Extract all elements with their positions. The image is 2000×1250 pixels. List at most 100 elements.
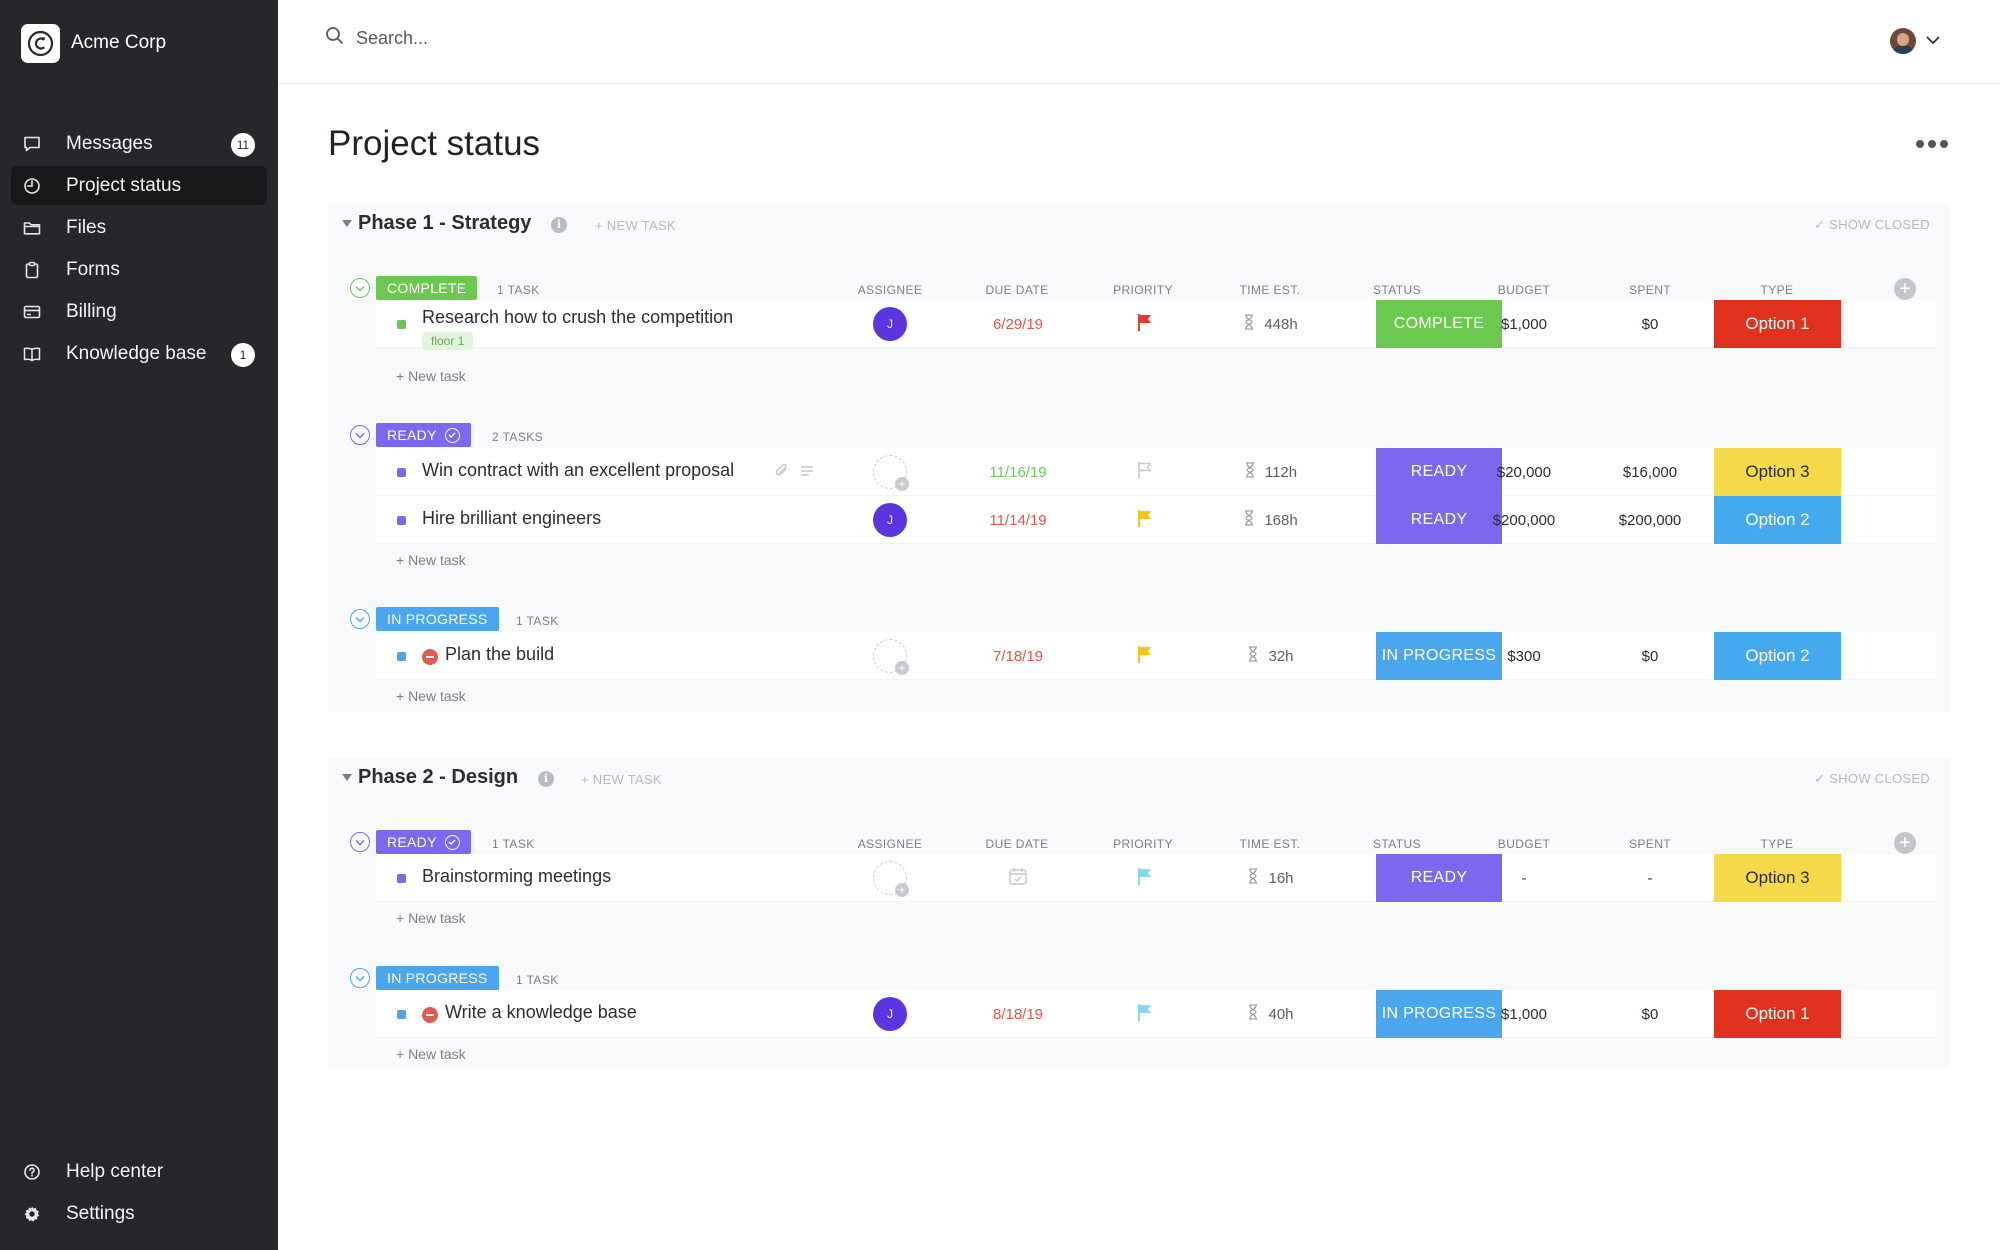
new-task-button[interactable]: + New task <box>396 910 466 926</box>
add-assignee-icon[interactable]: + <box>873 639 909 675</box>
time-estimate[interactable]: 112h <box>1211 448 1331 496</box>
due-date[interactable]: 11/14/19 <box>989 511 1047 529</box>
task-name[interactable]: Brainstorming meetings <box>422 866 612 886</box>
assignee-avatar[interactable]: J <box>873 997 907 1031</box>
status-cell[interactable]: IN PROGRESS <box>1376 632 1502 680</box>
show-closed-toggle[interactable]: ✓ SHOW CLOSED <box>1814 217 1930 233</box>
new-task-button[interactable]: + New task <box>396 552 466 568</box>
type-cell[interactable]: Option 2 <box>1714 496 1841 544</box>
column-header-time-est[interactable]: TIME EST. <box>1239 283 1301 297</box>
time-estimate[interactable]: 448h <box>1211 300 1331 348</box>
task-name[interactable]: Win contract with an excellent proposal <box>422 460 735 480</box>
type-cell[interactable]: Option 2 <box>1714 632 1841 680</box>
time-estimate[interactable]: 32h <box>1211 632 1331 680</box>
status-cell[interactable]: COMPLETE <box>1376 300 1502 348</box>
budget-value[interactable]: $300 <box>1507 647 1541 665</box>
sidebar-item-help-center[interactable]: Help center <box>11 1152 267 1191</box>
spent-value[interactable]: $0 <box>1641 1005 1659 1023</box>
column-header-type[interactable]: TYPE <box>1760 283 1794 297</box>
budget-value[interactable]: $200,000 <box>1492 511 1556 529</box>
spent-value[interactable]: $200,000 <box>1618 511 1682 529</box>
group-collapse-icon[interactable] <box>350 968 370 988</box>
type-cell[interactable]: Option 1 <box>1714 990 1841 1038</box>
status-cell[interactable]: READY <box>1376 854 1502 902</box>
time-estimate[interactable]: 16h <box>1211 854 1331 902</box>
sidebar-item-messages[interactable]: Messages 11 <box>11 124 267 163</box>
chevron-down-icon[interactable] <box>1926 32 1940 50</box>
status-pill[interactable]: COMPLETE <box>376 276 478 300</box>
spent-value[interactable]: $16,000 <box>1622 463 1678 481</box>
budget-value[interactable]: - <box>1521 869 1527 887</box>
time-estimate[interactable]: 168h <box>1211 496 1331 544</box>
status-dot[interactable] <box>397 874 406 883</box>
new-task-button[interactable]: + New task <box>396 368 466 384</box>
search-input[interactable] <box>356 27 756 49</box>
status-pill[interactable]: IN PROGRESS <box>376 966 499 990</box>
task-tag[interactable]: floor 1 <box>422 332 474 350</box>
status-cell[interactable]: IN PROGRESS <box>1376 990 1502 1038</box>
status-pill[interactable]: READY <box>376 830 471 854</box>
column-header-assignee[interactable]: ASSIGNEE <box>857 837 923 851</box>
column-header-status[interactable]: STATUS <box>1373 837 1421 851</box>
table-row[interactable]: Hire brilliant engineers J 11/14/19 168h… <box>376 496 1936 544</box>
avatar[interactable] <box>1890 28 1916 54</box>
column-header-time-est[interactable]: TIME EST. <box>1239 837 1301 851</box>
group-collapse-icon[interactable] <box>350 425 370 445</box>
status-pill[interactable]: IN PROGRESS <box>376 607 499 631</box>
budget-value[interactable]: $1,000 <box>1501 315 1547 333</box>
column-header-priority[interactable]: PRIORITY <box>1113 283 1173 297</box>
due-date[interactable]: 8/18/19 <box>992 1005 1044 1023</box>
priority-cell[interactable] <box>1085 990 1205 1038</box>
task-name[interactable]: Hire brilliant engineers <box>422 508 602 528</box>
time-estimate[interactable]: 40h <box>1211 990 1331 1038</box>
sidebar-item-forms[interactable]: Forms <box>11 250 267 289</box>
sidebar-item-project-status[interactable]: Project status <box>11 166 267 205</box>
add-assignee-icon[interactable]: + <box>873 861 909 897</box>
due-date[interactable]: 7/18/19 <box>992 647 1044 665</box>
info-icon[interactable]: i <box>538 771 554 787</box>
status-dot[interactable] <box>397 652 406 661</box>
attachment-icon[interactable] <box>774 463 790 483</box>
sidebar-item-billing[interactable]: Billing <box>11 292 267 331</box>
sidebar-item-settings[interactable]: Settings <box>11 1194 267 1233</box>
type-cell[interactable]: Option 3 <box>1714 448 1841 496</box>
column-header-due-date[interactable]: DUE DATE <box>985 837 1049 851</box>
status-dot[interactable] <box>397 468 406 477</box>
column-header-budget[interactable]: BUDGET <box>1497 283 1551 297</box>
column-header-status[interactable]: STATUS <box>1373 283 1421 297</box>
add-column-icon[interactable]: + <box>1894 832 1916 854</box>
info-icon[interactable]: i <box>551 217 567 233</box>
priority-cell[interactable] <box>1085 300 1205 348</box>
column-header-assignee[interactable]: ASSIGNEE <box>857 283 923 297</box>
add-column-icon[interactable]: + <box>1894 278 1916 300</box>
status-dot[interactable] <box>397 1010 406 1019</box>
priority-cell[interactable] <box>1085 496 1205 544</box>
status-dot[interactable] <box>397 516 406 525</box>
budget-value[interactable]: $1,000 <box>1501 1005 1547 1023</box>
due-date[interactable]: 6/29/19 <box>992 315 1044 333</box>
brand[interactable]: Acme Corp <box>21 23 166 63</box>
group-collapse-icon[interactable] <box>350 278 370 298</box>
status-pill[interactable]: READY <box>376 423 471 447</box>
task-name[interactable]: Plan the build <box>445 644 555 664</box>
description-icon[interactable] <box>800 464 814 483</box>
column-header-priority[interactable]: PRIORITY <box>1113 837 1173 851</box>
task-name[interactable]: Write a knowledge base <box>445 1002 637 1022</box>
status-cell[interactable]: READY <box>1376 496 1502 544</box>
table-row[interactable]: Plan the build + 7/18/19 32h IN PROGRESS… <box>376 632 1936 680</box>
new-task-link[interactable]: + NEW TASK <box>595 218 676 233</box>
status-dot[interactable] <box>397 320 406 329</box>
type-cell[interactable]: Option 1 <box>1714 300 1841 348</box>
table-row[interactable]: Win contract with an excellent proposal … <box>376 448 1936 496</box>
new-task-button[interactable]: + New task <box>396 688 466 704</box>
column-header-spent[interactable]: SPENT <box>1628 837 1671 851</box>
collapse-caret-icon[interactable] <box>342 774 352 781</box>
show-closed-toggle[interactable]: ✓ SHOW CLOSED <box>1814 771 1930 787</box>
budget-value[interactable]: $20,000 <box>1496 463 1552 481</box>
column-header-type[interactable]: TYPE <box>1760 837 1794 851</box>
priority-cell[interactable] <box>1085 854 1205 902</box>
priority-cell[interactable] <box>1085 448 1205 496</box>
task-name[interactable]: Research how to crush the competition <box>422 307 734 327</box>
table-row[interactable]: Research how to crush the competition fl… <box>376 300 1936 350</box>
spent-value[interactable]: - <box>1647 869 1653 887</box>
